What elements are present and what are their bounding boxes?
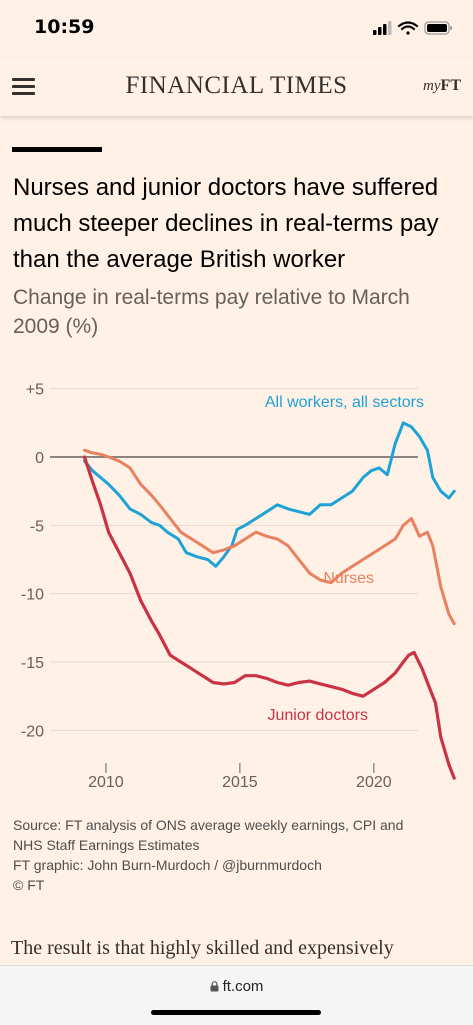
- nurses-label: Nurses: [323, 570, 374, 587]
- x-tick-label: 2010: [88, 774, 124, 791]
- home-indicator[interactable]: [151, 1010, 321, 1015]
- all-workers-line: [83, 421, 456, 568]
- brand-logo[interactable]: FINANCIAL TIMES: [125, 72, 348, 99]
- myft-prefix: my: [423, 78, 441, 94]
- lock-icon: [210, 981, 219, 992]
- url-display[interactable]: ft.com: [0, 978, 473, 995]
- myft-link[interactable]: myFT: [423, 77, 461, 95]
- y-tick-label: -5: [30, 518, 44, 535]
- source-line: Source: FT analysis of ONS average weekl…: [13, 817, 404, 833]
- wifi-icon: [397, 21, 419, 35]
- signal-icon: [373, 21, 392, 35]
- junior-doctors-line: [82, 455, 456, 780]
- url-text: ft.com: [222, 978, 264, 995]
- all-workers-label: All workers, all sectors: [265, 394, 424, 411]
- status-time: 10:59: [34, 16, 95, 38]
- browser-url-bar[interactable]: ft.com: [0, 965, 473, 1025]
- x-tick-label: 2020: [356, 774, 392, 791]
- chart-subtitle: Change in real-terms pay relative to Mar…: [13, 286, 410, 338]
- y-tick-label: 0: [35, 450, 44, 467]
- y-tick-label: -15: [21, 655, 44, 672]
- y-tick-label: -20: [21, 723, 44, 740]
- source-line: NHS Staff Earnings Estimates: [13, 837, 200, 853]
- y-tick-label: -10: [21, 587, 44, 604]
- credit-line: FT graphic: John Burn-Murdoch / @jburnmu…: [13, 857, 322, 873]
- status-bar: 10:59: [0, 0, 473, 58]
- menu-icon[interactable]: [12, 78, 35, 95]
- y-tick-label: +5: [26, 382, 44, 399]
- copyright-line: © FT: [13, 877, 45, 893]
- article-body-text: The result is that highly skilled and ex…: [11, 937, 394, 959]
- topic-rule: [12, 147, 102, 152]
- pay-chart: +5 0 -5 -10 -15 -20 2010 2015 2020 All workers,…: [21, 382, 456, 791]
- chart-headline: Nurses and junior doctors have suffered …: [13, 174, 439, 273]
- nurses-line: [83, 448, 456, 626]
- masthead: FINANCIAL TIMES myFT: [0, 58, 473, 116]
- status-icons: [373, 20, 453, 41]
- x-tick-label: 2015: [222, 774, 258, 791]
- myft-suffix: FT: [440, 77, 461, 94]
- battery-icon: [424, 21, 452, 35]
- source-note: Source: FT analysis of ONS average weekl…: [13, 815, 463, 895]
- junior-doctors-label: Junior doctors: [268, 707, 369, 724]
